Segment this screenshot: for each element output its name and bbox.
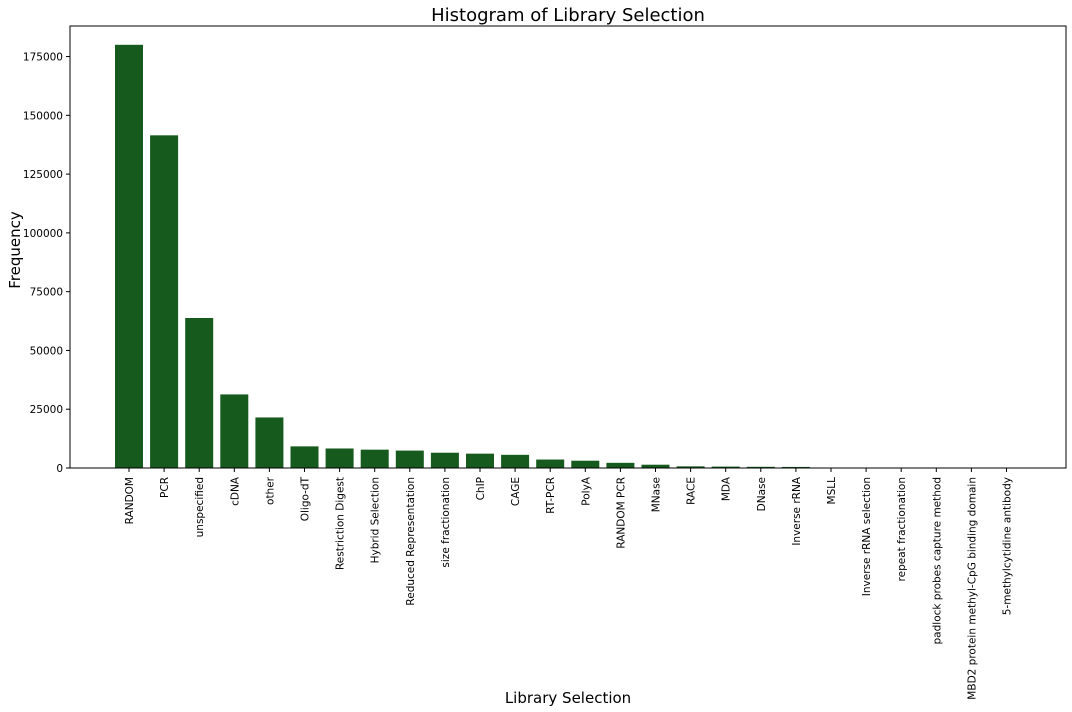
plot-frame [69,25,1067,469]
bars-layer [115,44,1021,469]
x-tick-label: other [264,476,276,505]
bar-oligo-dt [290,446,319,468]
y-axis: 0 25000 50000 75000 100000 125000 150000 175000 [23,52,70,475]
x-tick-label: unspecified [194,477,206,537]
x-tick-label: cDNA [229,476,241,506]
y-tick-label: 25000 [30,404,63,416]
bar-dnase [746,466,775,468]
x-axis: RANDOM PCR unspecified cDNA other Oligo-dT Res… [124,468,1014,700]
bar-reduced-representation [395,450,424,468]
y-tick-label: 75000 [30,287,63,299]
y-axis-label: Frequency [6,211,24,289]
y-tick-label: 150000 [23,110,63,122]
x-tick-label: Restriction Digest [335,477,347,570]
x-tick-label: RT-PCR [545,477,557,514]
bar-rt-pcr [536,459,565,468]
x-tick-label: 5-methylcytidine antibody [1002,477,1014,615]
bar-pcr [150,135,179,468]
bar-hybrid-selection [360,449,389,468]
y-tick-label: 175000 [23,52,63,64]
bar-random-pcr [606,462,635,468]
bar-cage [501,454,530,468]
x-tick-label: Hybrid Selection [370,477,382,563]
x-tick-label: Oligo-dT [300,476,312,521]
x-tick-label: ChIP [475,477,487,500]
x-tick-label: Inverse rRNA [791,476,803,545]
x-tick-label: CAGE [510,477,522,506]
x-tick-label: MBD2 protein methyl-CpG binding domain [966,477,978,700]
bar-restriction-digest [325,448,354,468]
y-tick-label: 100000 [23,228,63,240]
bar-random [115,44,143,469]
y-tick-label: 125000 [23,169,63,181]
x-tick-label: RANDOM PCR [615,477,627,549]
x-tick-label: Inverse rRNA selection [861,477,873,596]
x-tick-label: MDA [721,476,733,501]
bar-mnase [641,464,670,468]
bar-cdna [220,394,249,468]
bar-race [676,466,705,468]
x-tick-label: size fractionation [440,477,452,568]
x-tick-label: padlock probes capture method [931,477,943,644]
x-tick-label: PCR [159,477,171,498]
x-tick-label: PolyA [580,476,592,506]
x-tick-label: RANDOM [124,477,136,524]
bar-inverse-rrna [781,466,810,468]
bar-polya [571,460,600,468]
x-tick-label: MNase [651,477,663,512]
bar-size-fractionation [430,452,459,468]
chart-title: Histogram of Library Selection [431,5,705,26]
x-axis-label: Library Selection [505,689,631,707]
x-tick-label: repeat fractionation [896,477,908,581]
x-tick-label: DNase [756,477,768,511]
bar-other [255,417,284,468]
bar-unspecified [185,318,214,468]
bar-chip [466,453,494,468]
y-tick-label: 50000 [30,345,63,357]
y-tick-label: 0 [56,463,63,475]
x-tick-label: Reduced Representation [405,477,417,606]
x-tick-label: RACE [686,477,698,505]
bar-mda [711,466,740,468]
x-tick-label: MSLL [826,477,838,505]
